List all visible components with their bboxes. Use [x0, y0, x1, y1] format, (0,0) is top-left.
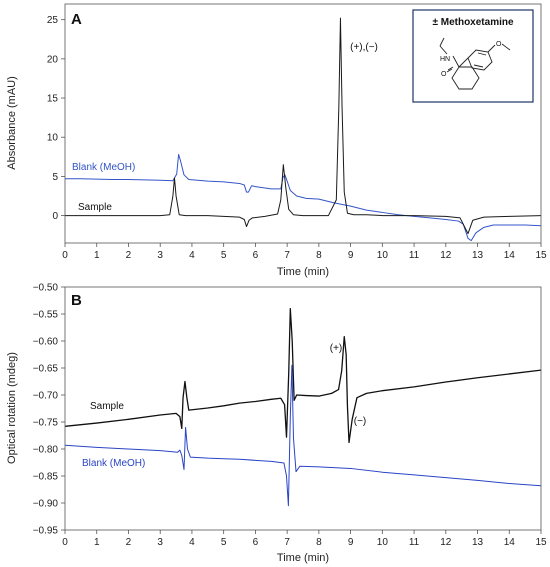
carbonyl-bond [446, 68, 453, 73]
panel-b-x-tick-label: 0 [62, 537, 68, 548]
panel-b-x-tick-label: 9 [348, 537, 354, 548]
methoxy-oxygen-label: O [496, 41, 502, 48]
panel-b-x-tick-label: 15 [535, 537, 547, 548]
panel-a-label: A [71, 11, 82, 28]
panel-a-x-tick-label: 1 [94, 250, 100, 261]
panel-b-series-line-1 [64, 364, 542, 507]
panel-b-x-tick-label: 12 [440, 537, 452, 548]
panel-a-y-tick-label: 25 [47, 15, 59, 26]
panel-b-x-tick-label: 11 [409, 537, 420, 548]
panel-a-x-tick-label: 12 [440, 250, 452, 261]
panel-a-x-tick-label: 2 [126, 250, 132, 261]
panel-a-x-tick-label: 8 [316, 250, 322, 261]
amine-bond [452, 55, 460, 68]
panel-a-y-tick-label: 10 [47, 133, 59, 144]
panel-a-x-tick-label: 13 [472, 250, 484, 261]
panel-a-x-tick-label: 14 [504, 250, 516, 261]
panel-b-x-tick-label: 6 [253, 537, 259, 548]
panel-b-x-axis-title: Time (min) [277, 552, 329, 564]
structure-inset: ± Methoxetamine HN [412, 9, 534, 103]
panel-b-y-tick-label: −0.95 [33, 526, 59, 537]
panel-a-x-tick-label: 15 [535, 250, 547, 261]
panel-a-x-tick-label: 0 [62, 250, 68, 261]
panel-b-y-axis-title: Optical rotation (mdeg) [6, 352, 18, 464]
panel-b-series-line-0 [64, 307, 542, 444]
aryl-bond [458, 57, 469, 68]
panel-b-y-tick-label: −0.60 [33, 337, 59, 348]
panel-a-legend-blank: Blank (MeOH) [72, 162, 135, 173]
panel-a-x-tick-label: 6 [253, 250, 259, 261]
panel-a-y-tick-label: 15 [47, 94, 59, 105]
panel-b-annotation-minus: (−) [354, 416, 367, 427]
panel-a-series-line-1 [65, 17, 542, 235]
panel-b-annotation-plus: (+) [330, 343, 343, 354]
panel-b-y-tick-label: −0.80 [33, 445, 59, 456]
panel-a-x-tick-label: 4 [189, 250, 195, 261]
benzene-ring [467, 49, 493, 71]
panel-a-x-tick-label: 10 [377, 250, 389, 261]
structure-inset-title: ± Methoxetamine [432, 17, 513, 28]
ethyl-bond-1 [439, 45, 448, 55]
panel-b-frame [64, 286, 542, 531]
panel-b-series [64, 307, 542, 507]
panel-b-x-tick-label: 14 [504, 537, 516, 548]
panel-b-x-tick-label: 1 [94, 537, 100, 548]
panel-a-y-tick-label: 20 [47, 54, 59, 65]
panel-a-x-tick-label: 5 [221, 250, 227, 261]
panel-b-y-tick-label: −0.55 [33, 310, 59, 321]
panel-a-x-axis-title: Time (min) [277, 266, 329, 278]
panel-b-label: B [71, 292, 82, 309]
panel-a-x-tick-label: 3 [157, 250, 163, 261]
panel-a-x-tick-label: 7 [284, 250, 290, 261]
panel-b-x-tick-label: 2 [126, 537, 132, 548]
panel-b-ticks: 0 1 2 3 4 5 6 7 8 9 10 11 12 13 14 15−0.95−0.90−0.85−0.… [33, 283, 547, 549]
panel-a-y-tick-label: 0 [52, 211, 58, 222]
methyl-bond [501, 43, 511, 51]
panel-b-legend-blank: Blank (MeOH) [82, 458, 145, 469]
panel-b-x-tick-label: 5 [221, 537, 227, 548]
panel-a-x-tick-label: 9 [348, 250, 354, 261]
panel-b-y-tick-label: −0.85 [33, 472, 59, 483]
panel-b-x-tick-label: 13 [472, 537, 484, 548]
panel-a-y-tick-label: 5 [52, 172, 58, 183]
panel-a-peak-annotation: (+),(−) [350, 42, 378, 53]
panel-a-series [65, 17, 542, 242]
panel-a-x-tick-label: 11 [409, 250, 420, 261]
methoxy-bond [487, 44, 496, 53]
panel-a-y-axis-title: Absorbance (mAU) [6, 76, 18, 170]
ethyl-bond-2 [439, 37, 445, 47]
panel-b-y-tick-label: −0.50 [33, 283, 59, 294]
panel-a-frame [64, 3, 542, 244]
panel-b-x-tick-label: 8 [316, 537, 322, 548]
ketone-oxygen-label: O [441, 71, 447, 78]
panel-b-x-tick-label: 10 [377, 537, 389, 548]
panel-b-y-tick-label: −0.70 [33, 391, 59, 402]
panel-b-x-tick-label: 7 [284, 537, 290, 548]
panel-b-y-tick-label: −0.65 [33, 364, 59, 375]
panel-b-y-tick-label: −0.90 [33, 499, 59, 510]
panel-b-y-tick-label: −0.75 [33, 418, 59, 429]
panel-b-x-tick-label: 3 [157, 537, 163, 548]
panel-b-chart: 0 1 2 3 4 5 6 7 8 9 10 11 12 13 14 15−0.95−0.90−0.85−0.… [6, 283, 547, 565]
panel-a-legend-sample: Sample [78, 202, 112, 213]
panel-b-legend-sample: Sample [90, 401, 124, 412]
panel-b-x-tick-label: 4 [189, 537, 195, 548]
methoxetamine-structure-drawing [439, 37, 511, 90]
amine-atom-label: HN [440, 56, 450, 63]
